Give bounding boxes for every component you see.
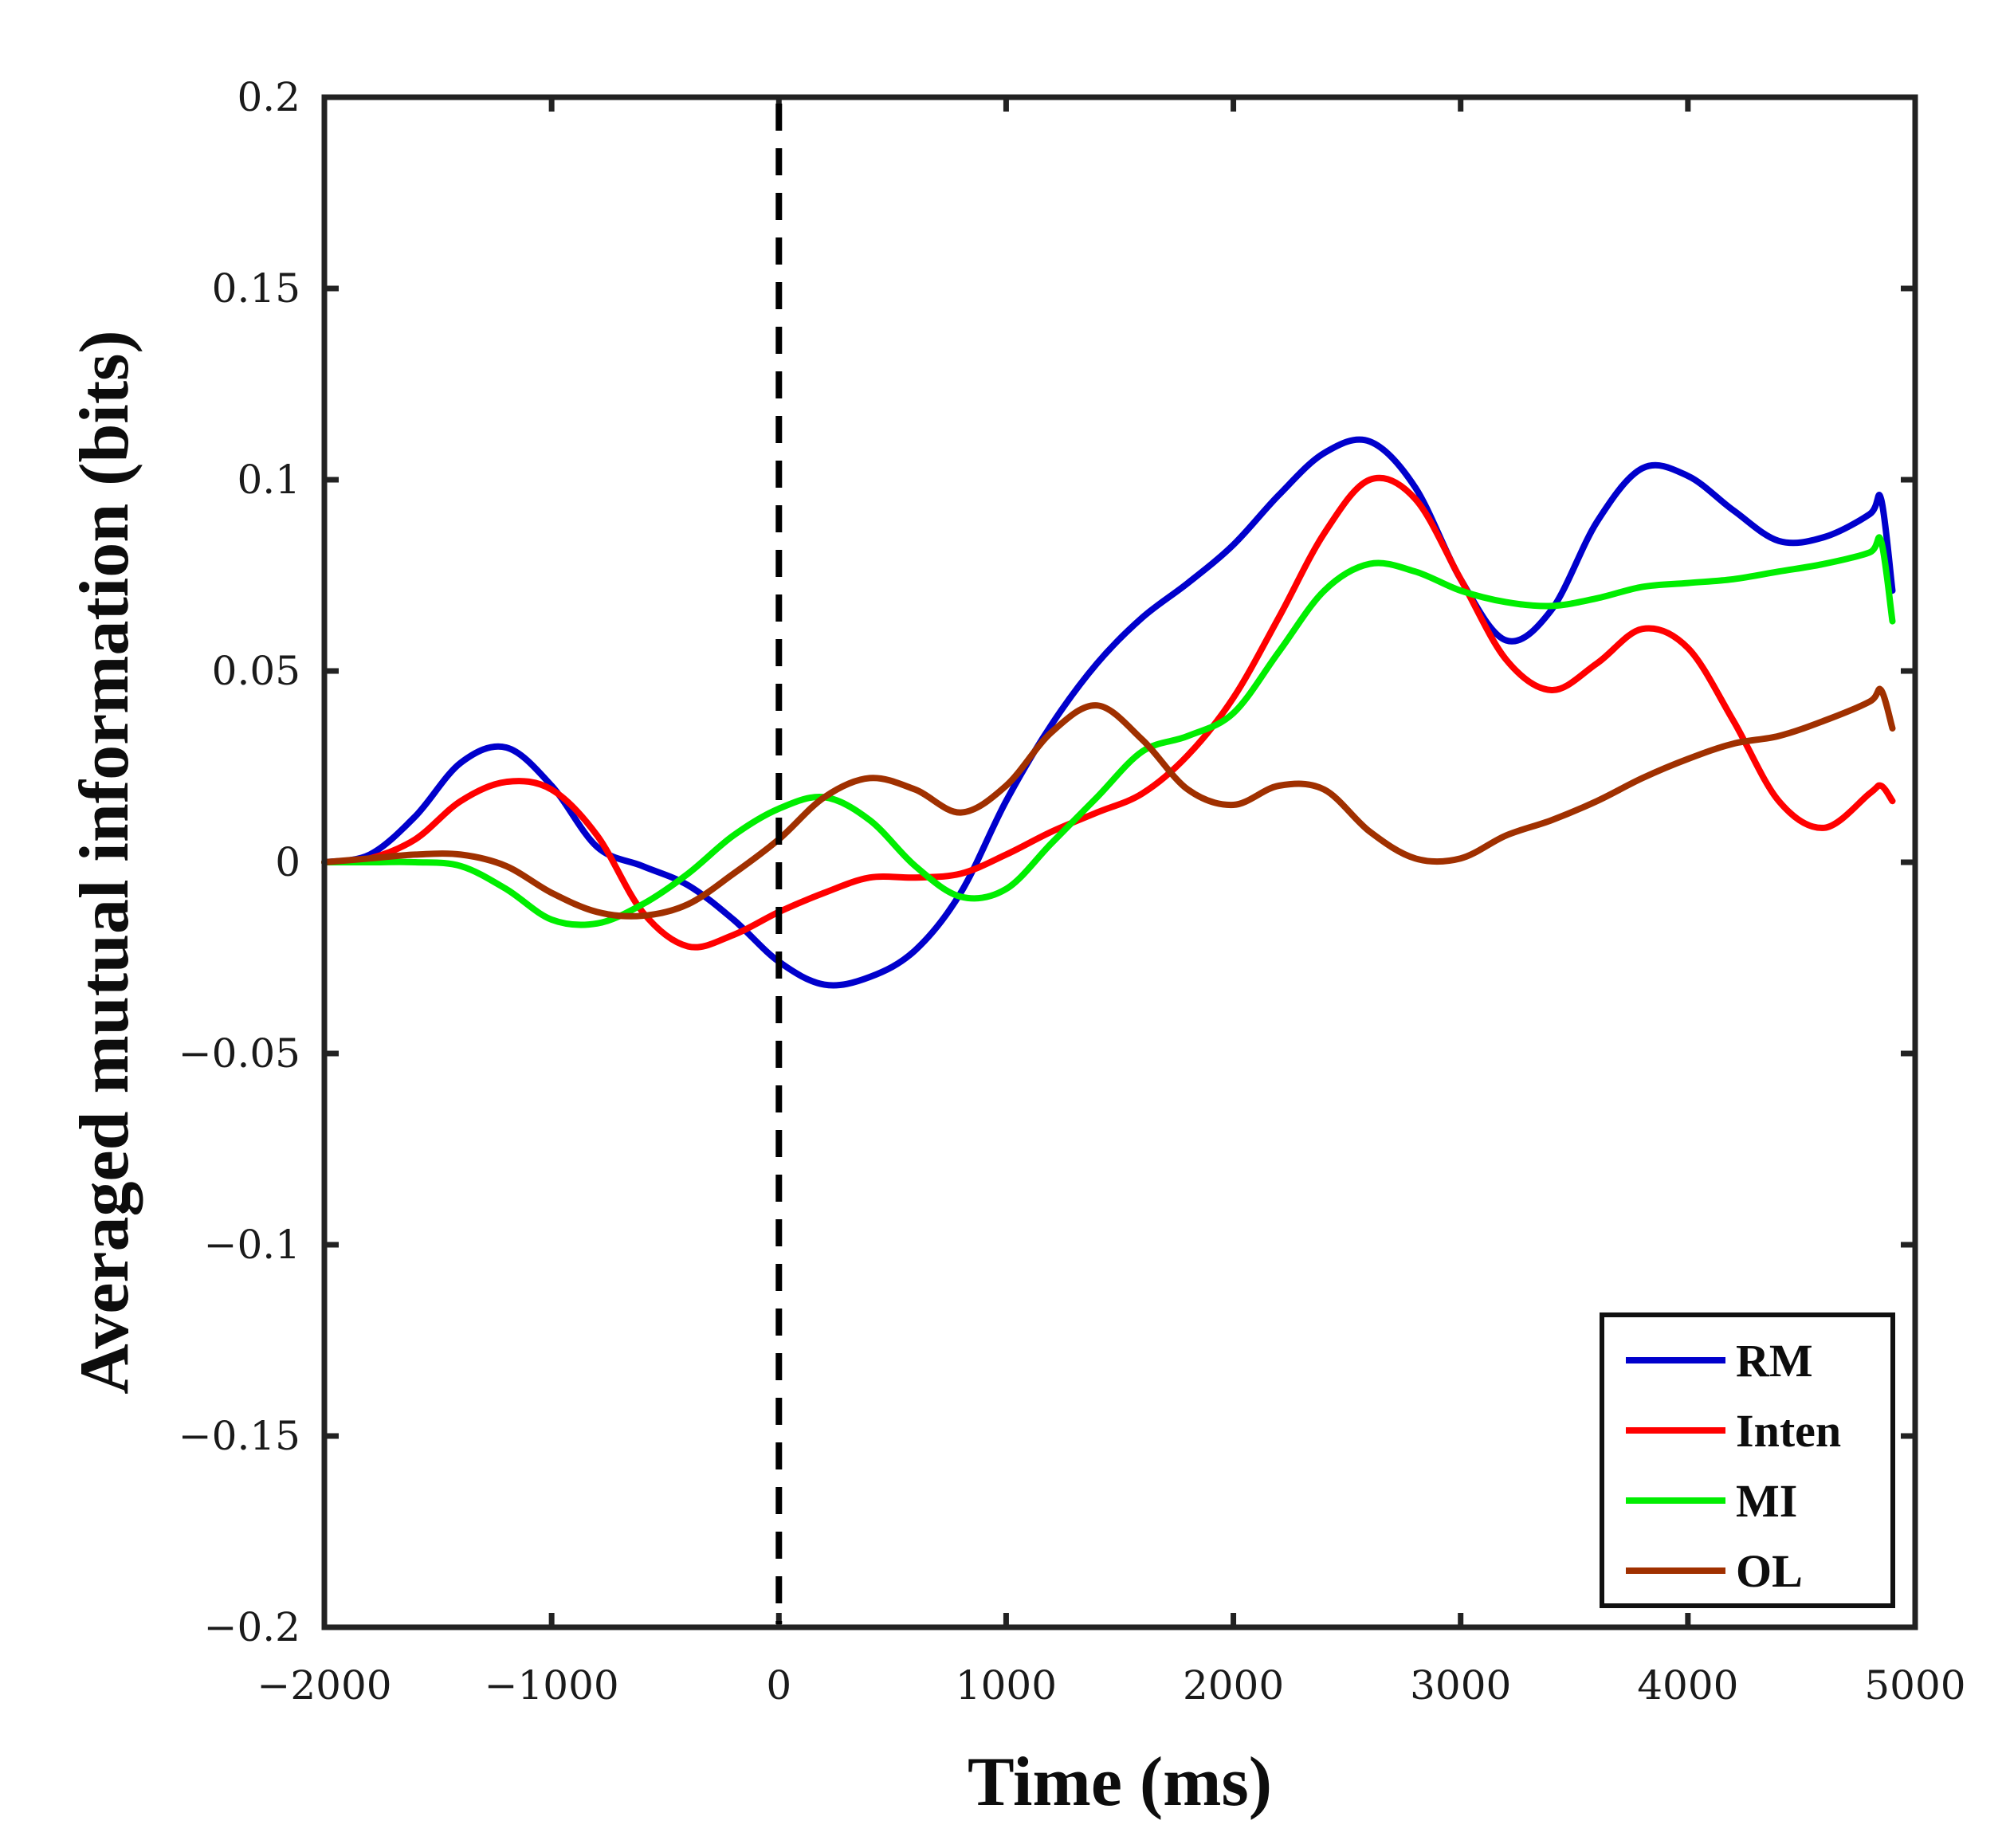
legend-label-mi: MI [1736, 1475, 1797, 1527]
series-line-mi [321, 534, 1896, 928]
x-axis-title: Time (ms) [968, 1744, 1272, 1821]
x-tick-label: 4000 [1637, 1662, 1738, 1709]
x-tick-label: −1000 [485, 1662, 619, 1709]
y-tick-label: 0 [275, 839, 300, 885]
series-line-ol [321, 685, 1896, 920]
y-axis-title: Averaged mutual information (bits) [66, 330, 143, 1394]
x-tick-label: 1000 [956, 1662, 1057, 1709]
y-tick-label: −0.05 [179, 1030, 300, 1077]
legend-label-ol: OL [1736, 1545, 1803, 1597]
y-tick-label: −0.2 [204, 1604, 300, 1650]
legend: RM Inten MI OL [1600, 1312, 1895, 1608]
x-tick-label: −2000 [257, 1662, 391, 1709]
y-tick-label: 0.15 [212, 265, 300, 312]
y-tick-label: −0.1 [204, 1222, 300, 1268]
x-tick-label: 5000 [1864, 1662, 1965, 1709]
plot-frame [321, 94, 1918, 1630]
x-tick-label: 0 [766, 1662, 791, 1709]
series-line-inten [321, 474, 1896, 951]
y-tick-label: −0.15 [179, 1413, 300, 1459]
series-lines [321, 436, 1896, 989]
legend-label-inten: Inten [1736, 1405, 1841, 1457]
series-line-rm [321, 436, 1896, 989]
legend-label-rm: RM [1736, 1335, 1813, 1387]
y-tick-label: 0.2 [237, 74, 300, 120]
x-tick-label: 2000 [1183, 1662, 1284, 1709]
y-tick-label: 0.1 [237, 457, 300, 503]
x-tick-label: 3000 [1410, 1662, 1511, 1709]
y-tick-label: 0.05 [212, 648, 300, 694]
tick-labels: −2000 −1000 0 1000 2000 3000 4000 5000 −0.2 −0.15… [179, 74, 1966, 1709]
